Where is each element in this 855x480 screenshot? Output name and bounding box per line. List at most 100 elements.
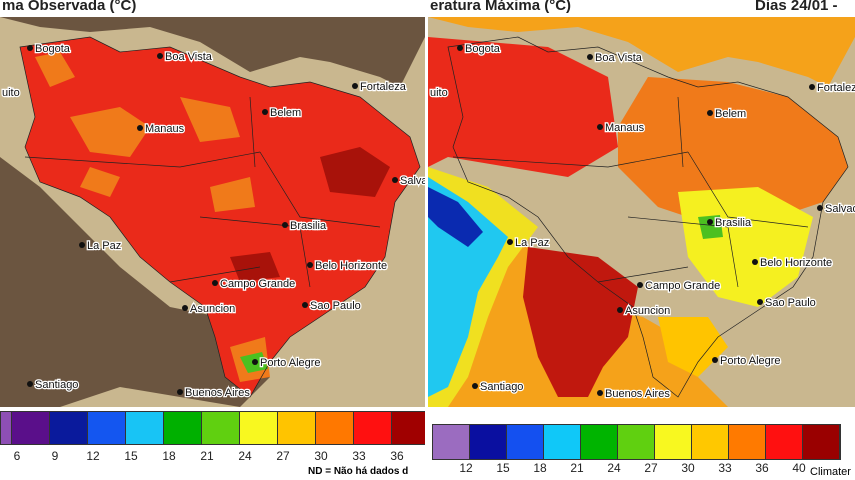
city-label: Bogota: [35, 43, 71, 55]
legend-tick: 6: [13, 449, 21, 463]
legend-swatch: [202, 412, 240, 444]
city-marker: [472, 383, 478, 389]
city-label: Belem: [715, 108, 746, 120]
legend-tick: 24: [238, 449, 252, 463]
legend-swatch: [164, 412, 202, 444]
legend-tick: 9: [51, 449, 59, 463]
city-label: Santiago: [35, 379, 78, 391]
credit-label: Climater: [810, 466, 851, 478]
city-label: Fortaleza: [817, 82, 855, 94]
city-marker: [212, 280, 218, 286]
city-label: Porto Alegre: [720, 355, 781, 367]
city-marker: [597, 390, 603, 396]
city-label: Buenos Aires: [185, 387, 250, 399]
city-marker: [707, 110, 713, 116]
city-label: Manaus: [145, 123, 185, 135]
legend-tick: 15: [124, 449, 138, 463]
city-marker: [137, 125, 143, 131]
city-marker: [707, 219, 713, 225]
city-marker: [817, 205, 823, 211]
city-label: Salvador: [400, 175, 425, 187]
legend-tick: 21: [570, 461, 584, 475]
legend-swatch: [316, 412, 354, 444]
city-label: uito: [430, 87, 448, 99]
legend-swatch: [618, 425, 655, 459]
city-marker: [262, 109, 268, 115]
city-label: La Paz: [515, 237, 549, 249]
legend-tick: 24: [607, 461, 621, 475]
legend-swatch: [12, 412, 50, 444]
legend-swatch: [766, 425, 803, 459]
city-marker: [392, 177, 398, 183]
date-range: Dias 24/01 -: [755, 0, 838, 14]
city-label: Porto Alegre: [260, 357, 321, 369]
legend-swatch: [126, 412, 164, 444]
city-marker: [712, 357, 718, 363]
legend-swatch: [88, 412, 126, 444]
legend-swatch: [278, 412, 316, 444]
legend-tick: 30: [681, 461, 695, 475]
city-label: Boa Vista: [165, 51, 213, 63]
city-label: Manaus: [605, 122, 645, 134]
city-marker: [507, 239, 513, 245]
city-marker: [302, 302, 308, 308]
city-label: Belem: [270, 107, 301, 119]
legend-tick: 18: [162, 449, 176, 463]
city-label: Buenos Aires: [605, 388, 670, 400]
legend-swatch: [655, 425, 692, 459]
legend-swatch: [581, 425, 618, 459]
legend-tick: 15: [496, 461, 510, 475]
observed-temperature-map: Bogota Boa Vista Manaus Belem Fortaleza Salva…: [0, 17, 425, 407]
panel-title: ma Observada (°C): [2, 0, 137, 14]
observed-temperature-panel: ma Observada (°C) Bogota Boa Vista Manaus B…: [0, 0, 425, 480]
legend-swatch: [729, 425, 766, 459]
city-marker: [27, 381, 33, 387]
legend-tick: 33: [352, 449, 366, 463]
no-data-note: ND = Não há dados d: [308, 466, 409, 477]
color-legend: [0, 411, 425, 445]
legend-tick: 36: [755, 461, 769, 475]
city-label: Belo Horizonte: [760, 257, 832, 269]
legend-tick: 27: [276, 449, 290, 463]
city-marker: [27, 45, 33, 51]
city-label: Sao Paulo: [310, 300, 361, 312]
panel-title: eratura Máxima (°C): [430, 0, 572, 14]
city-marker: [617, 307, 623, 313]
legend-tick: 30: [314, 449, 328, 463]
city-label: Salvador: [825, 203, 855, 215]
max-temperature-panel: eratura Máxima (°C) Dias 24/01 - Bogota B…: [428, 0, 855, 480]
city-marker: [352, 83, 358, 89]
city-label: Sao Paulo: [765, 297, 816, 309]
city-marker: [809, 84, 815, 90]
city-marker: [637, 282, 643, 288]
city-label: Belo Horizonte: [315, 260, 387, 272]
legend-swatch: [544, 425, 581, 459]
legend-swatch: [1, 412, 12, 444]
city-label: La Paz: [87, 240, 121, 252]
legend-swatch: [354, 412, 392, 444]
city-marker: [252, 359, 258, 365]
city-label: Brasilia: [715, 217, 752, 229]
city-label: Brasilia: [290, 220, 327, 232]
city-marker: [157, 53, 163, 59]
city-marker: [182, 305, 188, 311]
city-marker: [282, 222, 288, 228]
legend-swatch: [433, 425, 470, 459]
legend-ticks: 12 15 18 21 24 27 30 33 36 40: [428, 461, 855, 475]
city-label: Asuncion: [625, 305, 670, 317]
max-temperature-map: Bogota Boa Vista Manaus Belem Fortaleza Salva…: [428, 17, 855, 407]
legend-tick: 21: [200, 449, 214, 463]
legend-swatch: [50, 412, 88, 444]
legend-swatch: [507, 425, 544, 459]
city-marker: [177, 389, 183, 395]
city-marker: [752, 259, 758, 265]
legend-tick: 27: [644, 461, 658, 475]
city-marker: [307, 262, 313, 268]
legend-swatch: [692, 425, 729, 459]
city-marker: [587, 54, 593, 60]
city-label: Bogota: [465, 43, 501, 55]
city-marker: [457, 45, 463, 51]
legend-swatch: [470, 425, 507, 459]
city-label: uito: [2, 87, 20, 99]
city-label: Fortaleza: [360, 81, 407, 93]
